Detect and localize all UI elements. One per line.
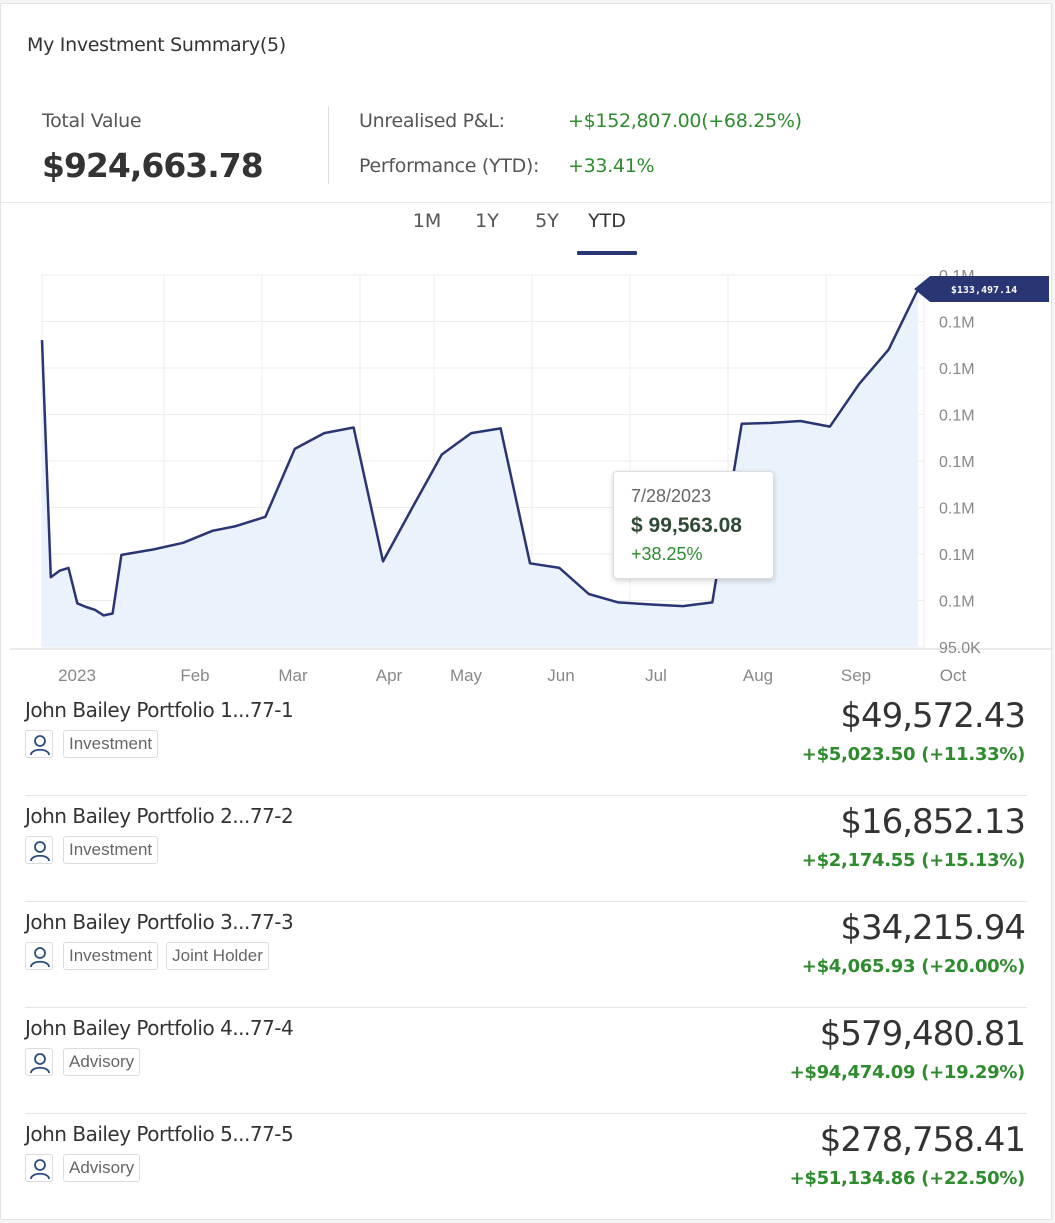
y-tick-label: 0.1M	[939, 501, 975, 518]
tooltip-change: +38.25%	[631, 544, 703, 564]
y-tick-label: 95.0K	[939, 640, 981, 657]
y-tick-label: 0.1M	[939, 547, 975, 564]
unrealised-pl-label: Unrealised P&L:	[359, 110, 505, 132]
y-tick-label: 0.1M	[939, 594, 975, 611]
portfolio-value: $579,480.81	[819, 1014, 1026, 1054]
x-tick-label: Jul	[645, 666, 667, 685]
portfolio-value-chart[interactable]: 0.1M0.1M0.1M0.1M0.1M0.1M0.1M0.1M95.0K202…	[0, 255, 1052, 695]
portfolio-value: $16,852.13	[840, 802, 1026, 842]
portfolio-row[interactable]: John Bailey Portfolio 3...77-3 Investment…	[25, 902, 1027, 1008]
x-tick-label: May	[450, 666, 483, 685]
tab-1y[interactable]: 1Y	[475, 210, 499, 232]
portfolio-tags: Investment Joint Holder	[63, 942, 269, 970]
series-line	[40, 288, 920, 617]
summary-separator	[1, 202, 1053, 203]
performance-ytd-value: +33.41%	[568, 155, 655, 177]
x-tick-label: Oct	[940, 666, 967, 685]
portfolio-row[interactable]: John Bailey Portfolio 5...77-5 Advisory $2…	[25, 1114, 1027, 1220]
portfolio-name[interactable]: John Bailey Portfolio 1...77-1	[25, 698, 294, 722]
portfolio-change: +$4,065.93 (+20.00%)	[801, 956, 1026, 977]
x-tick-label: 2023	[58, 666, 96, 685]
portfolio-tag: Investment	[63, 730, 159, 758]
unrealised-pl-value: +$152,807.00(+68.25%)	[568, 110, 802, 132]
summary-divider	[328, 106, 329, 184]
portfolio-tag: Advisory	[63, 1048, 141, 1076]
portfolio-tags: Investment	[63, 836, 159, 864]
person-icon	[25, 730, 53, 758]
portfolio-row[interactable]: John Bailey Portfolio 4...77-4 Advisory $5…	[25, 1008, 1027, 1114]
portfolio-change: +$5,023.50 (+11.33%)	[801, 744, 1026, 765]
portfolio-name[interactable]: John Bailey Portfolio 3...77-3	[25, 910, 294, 934]
y-tick-label: 0.1M	[939, 408, 975, 425]
performance-ytd-label: Performance (YTD):	[359, 155, 540, 177]
portfolio-change: +$94,474.09 (+19.29%)	[789, 1062, 1026, 1083]
portfolio-row[interactable]: John Bailey Portfolio 2...77-2 Investment…	[25, 796, 1027, 902]
portfolio-name[interactable]: John Bailey Portfolio 2...77-2	[25, 804, 294, 828]
portfolio-tag: Investment	[63, 942, 159, 970]
tab-5y[interactable]: 5Y	[535, 210, 559, 232]
portfolio-tags: Investment	[63, 730, 159, 758]
x-tick-label: Apr	[376, 666, 403, 685]
portfolio-change: +$2,174.55 (+15.13%)	[801, 850, 1026, 871]
active-tab-indicator	[577, 251, 637, 255]
portfolio-tags: Advisory	[63, 1154, 141, 1182]
portfolio-tags: Advisory	[63, 1048, 141, 1076]
x-tick-label: Sep	[841, 666, 871, 685]
series-area	[42, 289, 919, 647]
last-value-badge	[914, 275, 1049, 302]
portfolio-value: $49,572.43	[840, 696, 1026, 736]
card-title: My Investment Summary(5)	[27, 34, 286, 56]
chart-tooltip: 7/28/2023 $ 99,563.08 +38.25%	[613, 471, 774, 579]
portfolio-tag: Joint Holder	[166, 942, 269, 970]
person-icon	[25, 942, 53, 970]
portfolio-tag: Advisory	[63, 1154, 141, 1182]
portfolio-name[interactable]: John Bailey Portfolio 4...77-4	[25, 1016, 294, 1040]
person-icon	[25, 1154, 53, 1182]
last-value-label: $133,497.14	[951, 285, 1017, 296]
period-tabs: 1M 1Y 5Y YTD	[1, 209, 1053, 259]
y-tick-label: 0.1M	[939, 361, 975, 378]
portfolio-value: $34,215.94	[840, 908, 1026, 948]
total-value-label: Total Value	[42, 110, 142, 132]
portfolio-tag: Investment	[63, 836, 159, 864]
y-tick-label: 0.1M	[939, 454, 975, 471]
total-value: $924,663.78	[42, 146, 264, 185]
person-icon	[25, 836, 53, 864]
x-tick-label: Feb	[180, 666, 209, 685]
portfolio-name[interactable]: John Bailey Portfolio 5...77-5	[25, 1122, 294, 1146]
tab-ytd[interactable]: YTD	[588, 210, 626, 232]
portfolio-change: +$51,134.86 (+22.50%)	[789, 1168, 1026, 1189]
tooltip-value: $ 99,563.08	[631, 514, 742, 537]
y-tick-label: 0.1M	[939, 315, 975, 332]
portfolio-row[interactable]: John Bailey Portfolio 1...77-1 Investment…	[25, 690, 1027, 796]
tab-1m[interactable]: 1M	[412, 210, 442, 232]
person-icon	[25, 1048, 53, 1076]
tooltip-date: 7/28/2023	[631, 486, 712, 506]
portfolio-value: $278,758.41	[819, 1120, 1026, 1160]
x-tick-label: Mar	[278, 666, 308, 685]
x-tick-label: Jun	[547, 666, 574, 685]
x-tick-label: Aug	[743, 666, 773, 685]
